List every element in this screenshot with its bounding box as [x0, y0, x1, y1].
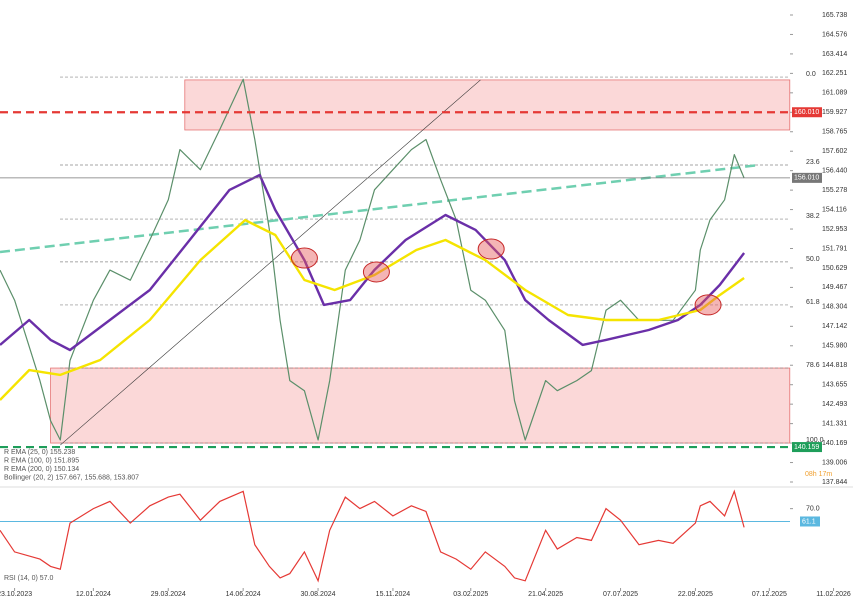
fib-label: 78.6: [806, 362, 820, 369]
x-tick-label: 03.02.2025: [453, 591, 488, 598]
y-tick-label: 141.331: [822, 420, 847, 427]
series-line: [0, 78, 745, 441]
y-tick-label: 140.169: [822, 440, 847, 447]
y-tick-label: 163.414: [822, 51, 847, 58]
x-tick-label: 21.04.2025: [528, 591, 563, 598]
y-tick-label: 161.089: [822, 90, 847, 97]
level-badge: [792, 172, 822, 183]
zone: [184, 79, 791, 131]
highlight: [477, 238, 505, 260]
y-tick-label: 137.844: [822, 479, 847, 486]
x-tick-label: 30.08.2024: [301, 591, 336, 598]
y-tick-label: 149.467: [822, 284, 847, 291]
level-label: 156.010: [794, 175, 819, 182]
y-tick-label: 151.791: [822, 245, 847, 252]
y-tick-label: 156.440: [822, 168, 847, 175]
fib-label: 38.2: [806, 213, 820, 220]
x-tick-label: 11.02.2026: [816, 591, 851, 598]
fib-label: 23.6: [806, 159, 820, 166]
legend-text: R EMA (200, 0) 150.134: [4, 466, 79, 473]
series-line: [0, 218, 745, 401]
rsi-level-label: 61.1: [802, 518, 816, 525]
zone: [50, 367, 791, 444]
highlight: [290, 247, 318, 269]
x-tick-label: 23.10.2023: [0, 591, 32, 598]
highlight: [694, 294, 722, 316]
y-tick-label: 147.142: [822, 323, 847, 330]
legend-text: R EMA (100, 0) 151.895: [4, 457, 79, 464]
y-tick-label: 139.006: [822, 459, 847, 466]
fib-label: 0.0: [806, 71, 816, 78]
y-tick-label: 155.278: [822, 187, 847, 194]
level-label: 140.159: [794, 444, 819, 451]
rsi-tick-label: 70.0: [806, 505, 820, 512]
level-label: 160.010: [794, 109, 819, 116]
x-tick-label: 07.07.2025: [603, 591, 638, 598]
fib-label: 61.8: [806, 299, 820, 306]
y-tick-label: 142.493: [822, 401, 847, 408]
x-tick-label: 15.11.2024: [376, 591, 411, 598]
rsi-badge: [800, 516, 820, 527]
x-tick-label: 12.01.2024: [76, 591, 111, 598]
y-tick-label: 162.251: [822, 70, 847, 77]
y-tick-label: 145.980: [822, 343, 847, 350]
fib-label: 100.0: [806, 437, 824, 444]
y-tick-label: 159.927: [822, 109, 847, 116]
highlight: [362, 261, 390, 283]
legend-text: R EMA (25, 0) 155.238: [4, 449, 75, 456]
y-tick-label: 154.116: [822, 206, 847, 213]
level-badge: [792, 442, 822, 453]
series-line: [0, 173, 746, 352]
rsi-label: RSI (14, 0) 57.0: [4, 575, 54, 582]
y-tick-label: 157.602: [822, 148, 847, 155]
x-tick-label: 22.09.2025: [678, 591, 713, 598]
trendline: [0, 163, 760, 254]
y-tick-label: 164.576: [822, 31, 847, 38]
y-tick-label: 148.304: [822, 304, 847, 311]
legend-text: Bollinger (20, 2) 157.667, 155.688, 153.…: [4, 474, 139, 481]
x-tick-label: 14.06.2024: [226, 591, 261, 598]
y-tick-label: 150.629: [822, 265, 847, 272]
x-tick-label: 07.12.2025: [752, 591, 787, 598]
rsi-line: [0, 489, 745, 583]
trendline: [60, 79, 481, 446]
price-pane: [0, 0, 790, 487]
y-tick-label: 144.818: [822, 362, 847, 369]
y-tick-label: 165.738: [822, 12, 847, 19]
y-tick-label: 152.953: [822, 226, 847, 233]
x-tick-label: 29.03.2024: [151, 591, 186, 598]
level-badge: [792, 107, 822, 118]
y-tick-label: 158.765: [822, 129, 847, 136]
countdown: 08h 17m: [805, 471, 832, 478]
fib-label: 50.0: [806, 256, 820, 263]
y-tick-label: 143.655: [822, 382, 847, 389]
